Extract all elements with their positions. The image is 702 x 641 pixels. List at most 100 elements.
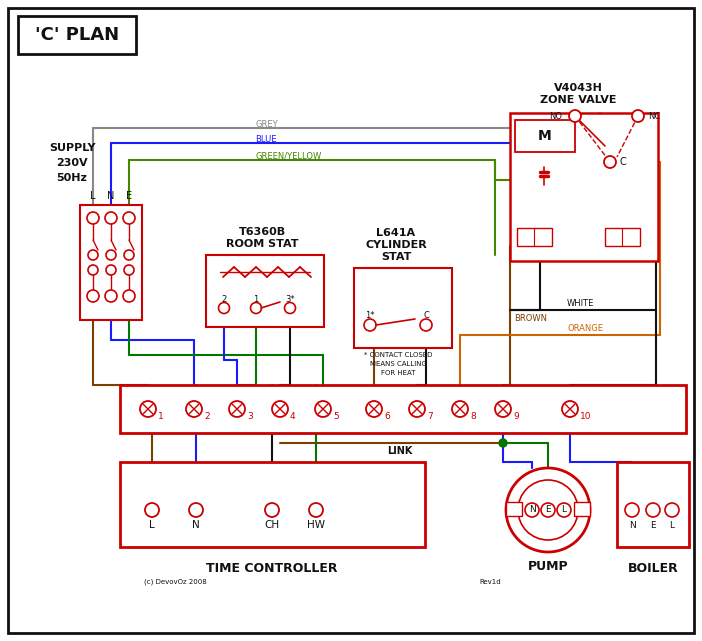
Circle shape [87,290,99,302]
Text: CYLINDER: CYLINDER [365,240,427,250]
Circle shape [495,401,511,417]
Text: 9: 9 [513,412,519,420]
Text: GREEN/YELLOW: GREEN/YELLOW [255,151,322,160]
Text: FOR HEAT: FOR HEAT [380,370,416,376]
Circle shape [229,401,245,417]
Text: N: N [192,520,200,530]
Circle shape [218,303,230,313]
Circle shape [88,250,98,260]
Bar [517,228,552,246]
Text: 4: 4 [290,412,296,420]
Text: TIME CONTROLLER: TIME CONTROLLER [206,562,338,574]
Circle shape [105,290,117,302]
Circle shape [420,319,432,331]
Circle shape [518,480,578,540]
Bar [574,502,590,516]
Circle shape [506,468,590,552]
Text: N: N [107,191,114,201]
Text: L: L [562,506,567,515]
Text: 10: 10 [580,412,592,420]
Bar [354,268,452,348]
Text: 2: 2 [221,294,227,303]
Text: (c) DevovOz 2008: (c) DevovOz 2008 [144,579,206,585]
Text: E: E [650,520,656,529]
Bar [120,385,686,433]
Circle shape [409,401,425,417]
Text: V4043H: V4043H [554,83,602,93]
Text: L: L [670,520,675,529]
Circle shape [189,503,203,517]
Circle shape [562,401,578,417]
Text: L641A: L641A [376,228,416,238]
Text: 6: 6 [384,412,390,420]
Text: L: L [149,520,155,530]
Text: N: N [628,520,635,529]
Text: 1: 1 [158,412,164,420]
Text: 3*: 3* [285,294,295,303]
Circle shape [140,401,156,417]
Text: NO: NO [549,112,562,121]
Circle shape [106,250,116,260]
Circle shape [364,319,376,331]
Circle shape [265,503,279,517]
Text: 230V: 230V [56,158,88,168]
Text: 50Hz: 50Hz [57,173,88,183]
Text: 'C' PLAN: 'C' PLAN [35,26,119,44]
Circle shape [284,303,296,313]
Text: 2: 2 [204,412,210,420]
Text: C: C [423,310,429,319]
Circle shape [88,265,98,275]
Circle shape [665,503,679,517]
Text: 1*: 1* [365,310,375,319]
Circle shape [124,250,134,260]
Text: N: N [529,506,536,515]
Circle shape [625,503,639,517]
Bar [515,120,575,152]
Text: BOILER: BOILER [628,562,678,574]
Text: L: L [91,191,95,201]
Text: 8: 8 [470,412,476,420]
Circle shape [124,265,134,275]
Circle shape [272,401,288,417]
Bar [120,462,425,547]
Text: 3: 3 [247,412,253,420]
Text: MEANS CALLING: MEANS CALLING [369,361,426,367]
Bar [80,205,142,320]
Text: NC: NC [648,112,661,121]
Text: 1: 1 [253,294,258,303]
Circle shape [123,212,135,224]
Circle shape [541,503,555,517]
Text: C: C [620,157,627,167]
Text: ORANGE: ORANGE [567,324,603,333]
Circle shape [87,212,99,224]
Circle shape [452,401,468,417]
Bar [605,228,640,246]
Circle shape [646,503,660,517]
Text: LINK: LINK [388,446,413,456]
Circle shape [315,401,331,417]
Text: HW: HW [307,520,325,530]
Circle shape [186,401,202,417]
Circle shape [251,303,262,313]
Circle shape [499,439,507,447]
Text: Rev1d: Rev1d [479,579,501,585]
Text: E: E [545,506,551,515]
Circle shape [145,503,159,517]
Text: * CONTACT CLOSED: * CONTACT CLOSED [364,352,432,358]
Text: CH: CH [265,520,279,530]
Text: ROOM STAT: ROOM STAT [226,239,298,249]
Text: 7: 7 [427,412,432,420]
Circle shape [123,290,135,302]
Text: M: M [538,129,552,143]
Bar [206,255,324,327]
Circle shape [366,401,382,417]
Text: STAT: STAT [380,252,411,262]
Text: WHITE: WHITE [567,299,594,308]
Circle shape [105,212,117,224]
Circle shape [569,110,581,122]
Text: E: E [126,191,132,201]
Text: BLUE: BLUE [255,135,277,144]
Text: SUPPLY: SUPPLY [48,143,95,153]
Bar [617,462,689,547]
Text: T6360B: T6360B [239,227,286,237]
